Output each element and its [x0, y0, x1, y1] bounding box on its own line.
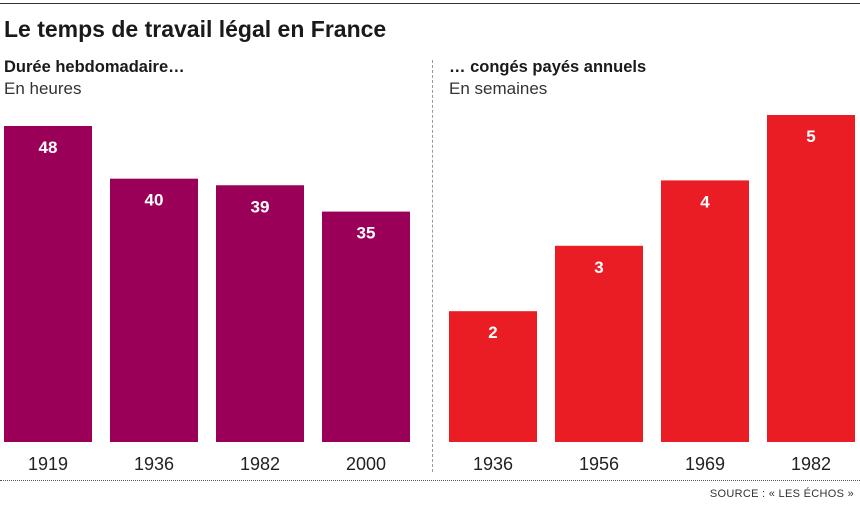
left-chart-unit: En heures — [4, 79, 82, 98]
chart0-tick-label-1936: 1936 — [134, 454, 174, 474]
chart1-tick-label-1956: 1956 — [579, 454, 619, 474]
chart1-bar-1969 — [661, 180, 749, 442]
chart1-value-label-1982: 5 — [806, 127, 815, 146]
chart1-value-label-1956: 3 — [594, 258, 603, 277]
right-chart-unit: En semaines — [449, 79, 548, 98]
chart1-value-label-1936: 2 — [488, 323, 497, 342]
top-rule — [0, 3, 860, 4]
chart0-value-label-2000: 35 — [357, 224, 376, 243]
chart1-tick-label-1936: 1936 — [473, 454, 513, 474]
left-chart-title: Durée hebdomadaire… — [4, 58, 185, 76]
chart0-value-label-1936: 40 — [145, 191, 164, 210]
right-chart-title: … congés payés annuels — [449, 58, 647, 76]
chart0-bar-1982 — [216, 185, 304, 442]
chart0-tick-label-1919: 1919 — [28, 454, 68, 474]
page-title: Le temps de travail légal en France — [4, 16, 387, 42]
chart0-bar-1936 — [110, 178, 198, 442]
chart0-bar-1919 — [4, 126, 92, 442]
chart1-tick-label-1982: 1982 — [791, 454, 831, 474]
chart1-bar-1956 — [555, 245, 643, 442]
chart1-value-label-1969: 4 — [700, 192, 710, 211]
bottom-rule — [0, 480, 860, 481]
chart0-tick-label-2000: 2000 — [346, 454, 386, 474]
chart1-tick-label-1969: 1969 — [685, 454, 725, 474]
chart1-bar-1936 — [449, 311, 537, 442]
chart0-value-label-1919: 48 — [39, 138, 58, 157]
chart-divider — [432, 60, 433, 472]
chart0-tick-label-1982: 1982 — [240, 454, 280, 474]
chart0-value-label-1982: 39 — [251, 197, 270, 216]
chart0-bar-2000 — [322, 211, 410, 442]
source-note: SOURCE : « LES ÉCHOS » — [709, 488, 854, 500]
chart1-bar-1982 — [767, 115, 855, 442]
